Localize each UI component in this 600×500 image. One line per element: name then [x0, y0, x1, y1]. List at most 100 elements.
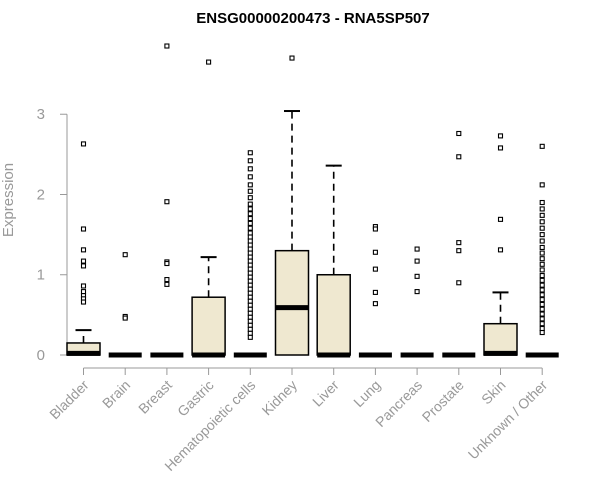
- box-bladder: [66, 141, 101, 356]
- outlier-point: [497, 133, 504, 139]
- outlier-point: [539, 321, 545, 327]
- outlier-point: [539, 301, 545, 307]
- outlier-point: [456, 240, 462, 246]
- x-tick-label: Liver: [309, 377, 342, 410]
- outlier-point: [497, 247, 504, 253]
- outlier-point: [539, 267, 545, 273]
- outlier-point: [80, 263, 87, 269]
- outlier-point: [539, 272, 545, 279]
- outlier-point: [539, 282, 545, 288]
- outlier-point: [539, 311, 545, 317]
- outlier-point: [164, 199, 170, 205]
- y-tick-label: 1: [37, 267, 45, 284]
- outlier-point: [372, 301, 378, 307]
- outlier-point: [80, 247, 87, 253]
- x-tick-label: Prostate: [419, 377, 467, 425]
- outlier-point: [414, 246, 420, 252]
- x-tick-label: Kidney: [259, 377, 301, 419]
- outlier-point: [80, 258, 87, 264]
- outlier-point: [539, 256, 545, 262]
- outlier-point: [247, 294, 253, 300]
- outlier-point: [247, 290, 253, 296]
- outlier-point: [247, 274, 253, 280]
- y-axis-label: Expression: [0, 163, 17, 237]
- outlier-point: [414, 289, 420, 295]
- outlier-point: [539, 244, 545, 251]
- chart-title: ENSG00000200473 - RNA5SP507: [196, 10, 429, 27]
- outlier-point: [372, 249, 378, 255]
- outlier-point: [539, 238, 545, 244]
- outlier-point: [414, 258, 420, 264]
- outlier-point: [80, 226, 87, 232]
- outlier-point: [247, 195, 253, 201]
- outlier-point: [247, 254, 253, 260]
- outlier-point: [247, 282, 253, 288]
- y-tick-label: 2: [37, 186, 45, 203]
- outlier-point: [247, 225, 253, 231]
- outlier-point: [247, 182, 253, 188]
- outlier-point: [539, 325, 545, 332]
- box-kidney: [274, 55, 310, 356]
- outlier-point: [372, 289, 378, 295]
- outlier-point: [247, 322, 253, 328]
- box-body: [274, 249, 310, 356]
- outlier-point: [247, 234, 253, 240]
- outlier-point: [247, 330, 253, 336]
- outlier-point: [80, 289, 87, 295]
- outlier-point: [247, 201, 253, 207]
- box-unknown-other: [525, 143, 559, 358]
- y-axis: 0 1 2 3: [37, 106, 68, 364]
- outlier-point: [247, 298, 253, 304]
- outlier-point: [456, 154, 462, 160]
- y-tick-label: 3: [37, 106, 45, 123]
- outlier-point: [247, 262, 253, 268]
- x-tick-label: Bladder: [46, 377, 92, 423]
- outlier-point: [164, 277, 170, 283]
- box-gastric: [191, 59, 226, 358]
- box-prostate: [442, 130, 476, 358]
- outlier-point: [247, 188, 253, 194]
- outlier-point: [247, 211, 253, 217]
- outlier-point: [247, 270, 253, 276]
- outlier-point: [456, 248, 462, 254]
- x-tick-label: Skin: [478, 377, 509, 408]
- x-tick-label: Lung: [350, 377, 383, 410]
- outlier-point: [539, 292, 545, 298]
- outlier-point: [247, 158, 253, 164]
- outlier-point: [247, 302, 253, 308]
- outlier-point: [539, 261, 545, 267]
- x-tick-label: Unknown / Other: [465, 377, 551, 463]
- outlier-point: [456, 130, 462, 137]
- outlier-point: [247, 314, 253, 320]
- outlier-point: [80, 299, 87, 305]
- box-brain: [108, 252, 142, 358]
- box-series: [66, 43, 559, 358]
- outlier-point: [539, 225, 545, 231]
- outlier-point: [247, 238, 253, 244]
- outlier-point: [247, 318, 253, 324]
- box-skin: [483, 133, 518, 356]
- outlier-point: [247, 310, 253, 316]
- outlier-point: [80, 283, 87, 289]
- outlier-point: [247, 326, 253, 332]
- outlier-point: [539, 250, 545, 256]
- outlier-point: [414, 273, 420, 279]
- outlier-point: [539, 143, 545, 149]
- outlier-point: [539, 199, 545, 206]
- outlier-point: [164, 281, 170, 287]
- outlier-point: [247, 150, 253, 156]
- outlier-point: [539, 277, 545, 283]
- box-hematopoietic-cells: [233, 150, 267, 358]
- outlier-point: [539, 316, 545, 322]
- outlier-point: [497, 145, 504, 151]
- outlier-point: [247, 278, 253, 284]
- outlier-point: [247, 246, 253, 252]
- box-body: [191, 296, 226, 356]
- box-body: [483, 322, 518, 356]
- outlier-point: [539, 212, 545, 218]
- outlier-point: [122, 315, 128, 321]
- outlier-point: [497, 216, 504, 222]
- outlier-point: [247, 266, 253, 272]
- outlier-point: [247, 306, 253, 312]
